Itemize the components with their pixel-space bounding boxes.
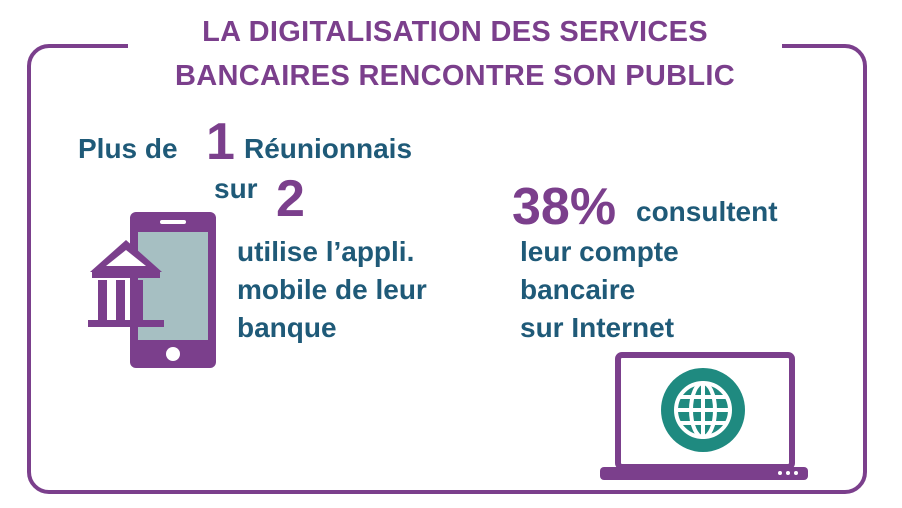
stat-mobile-line-1: utilise l’appli.	[237, 236, 415, 267]
stat-mobile-line-2: mobile de leur	[237, 274, 427, 305]
stat-internet-line-2: bancaire	[520, 274, 636, 305]
stat-mobile-sur: sur	[214, 173, 258, 204]
stat-mobile-subject: Réunionnais	[244, 133, 413, 164]
title-line-2: BANCAIRES RENCONTRE SON PUBLIC	[174, 60, 736, 92]
stat-internet-line-3: sur Internet	[520, 312, 675, 343]
stat-mobile-line-3: banque	[237, 312, 337, 343]
page-title: LA DIGITALISATION DES SERVICES BANCAIRES…	[128, 10, 782, 98]
stat-internet-line-1: leur compte	[520, 236, 679, 267]
smartphone-bank-icon	[88, 212, 216, 368]
laptop-globe-icon	[600, 352, 808, 480]
stat-mobile-prefix: Plus de	[78, 133, 178, 164]
stat-mobile-denominator: 2	[276, 170, 305, 228]
stat-internet-percent: 38%	[512, 178, 617, 236]
stat-mobile-numerator: 1	[206, 113, 235, 171]
stat-internet-verb: consultent	[636, 196, 778, 227]
title-line-1: LA DIGITALISATION DES SERVICES	[202, 16, 708, 48]
